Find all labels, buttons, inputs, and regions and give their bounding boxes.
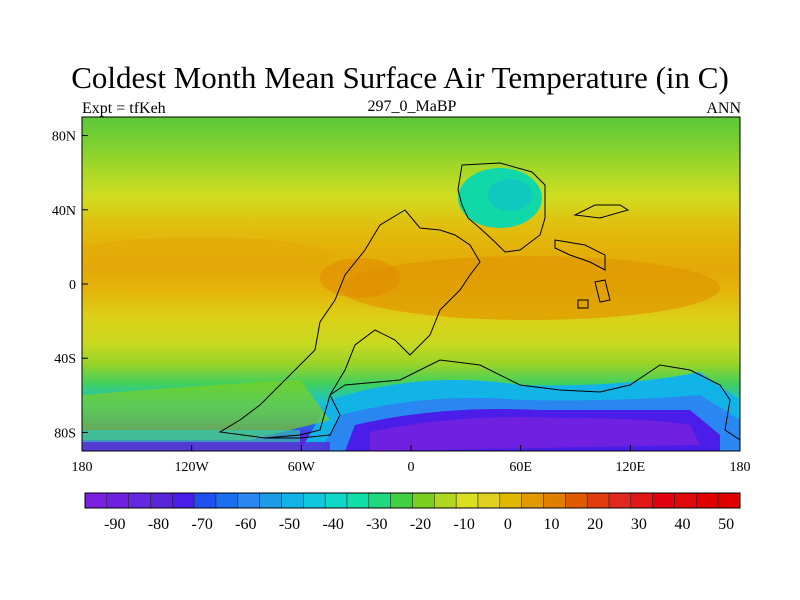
lat-tick-label-4: 80S bbox=[54, 426, 76, 441]
colorbar-swatch-12 bbox=[346, 492, 370, 509]
colorbar-swatch-19 bbox=[499, 492, 522, 509]
lat-tick-label-1: 40N bbox=[52, 204, 76, 219]
time-label: 297_0_MaBP bbox=[367, 98, 457, 115]
colorbar-label-7: -20 bbox=[410, 516, 431, 533]
colorbar-swatch-21 bbox=[543, 492, 566, 509]
colorbar-swatch-13 bbox=[368, 492, 391, 509]
colorbar-swatch-9 bbox=[281, 492, 304, 509]
colorbar bbox=[84, 492, 741, 509]
colorbar-swatch-16 bbox=[434, 492, 457, 509]
colorbar-swatch-28 bbox=[696, 492, 719, 509]
lon-tick-label-2: 60W bbox=[288, 460, 316, 475]
colorbar-label-0: -90 bbox=[104, 516, 125, 533]
colorbar-label-14: 50 bbox=[718, 516, 734, 533]
lon-tick-label-1: 120W bbox=[175, 460, 210, 475]
colorbar-labels: -90 -80 -70 -60 -50 -40 -30 -20 -10 0 10 20 30 40 50 bbox=[104, 516, 734, 533]
colorbar-swatch-25 bbox=[630, 492, 653, 509]
lat-tick-label-2: 0 bbox=[69, 278, 76, 293]
colorbar-label-11: 20 bbox=[587, 516, 603, 533]
lon-tick-label-4: 60E bbox=[509, 460, 532, 475]
latitude-axis: 80N 40N 0 40S 80S bbox=[52, 130, 88, 441]
colorbar-swatch-6 bbox=[215, 492, 239, 509]
lat-tick-label-0: 80N bbox=[52, 130, 76, 145]
colorbar-swatch-11 bbox=[324, 492, 348, 509]
colorbar-label-12: 30 bbox=[631, 516, 647, 533]
colorbar-swatch-22 bbox=[565, 492, 588, 509]
colorbar-label-2: -70 bbox=[192, 516, 213, 533]
lon-tick-label-6: 180 bbox=[730, 460, 751, 475]
colorbar-label-3: -60 bbox=[235, 516, 256, 533]
lon-tick-label-0: 180 bbox=[72, 460, 93, 475]
longitude-axis: 180 120W 60W 0 60E 120E 180 bbox=[72, 445, 751, 475]
colorbar-swatch-2 bbox=[128, 492, 151, 509]
colorbar-swatch-24 bbox=[608, 492, 632, 509]
colorbar-label-10: 10 bbox=[544, 516, 560, 533]
colorbar-label-1: -80 bbox=[148, 516, 169, 533]
map-title: Coldest Month Mean Surface Air Temperatu… bbox=[71, 60, 729, 95]
colorbar-swatch-27 bbox=[674, 492, 697, 509]
experiment-label: Expt = tfKeh bbox=[82, 100, 166, 117]
colorbar-swatch-10 bbox=[303, 492, 326, 509]
colorbar-label-13: 40 bbox=[675, 516, 691, 533]
colorbar-swatch-23 bbox=[586, 492, 610, 509]
colorbar-label-9: 0 bbox=[504, 516, 512, 533]
colorbar-label-5: -40 bbox=[323, 516, 344, 533]
colorbar-frame bbox=[84, 492, 741, 509]
temperature-field bbox=[82, 117, 740, 451]
colorbar-label-8: -10 bbox=[454, 516, 475, 533]
colorbar-swatch-3 bbox=[150, 492, 173, 509]
coastlines bbox=[218, 162, 741, 441]
colorbar-swatch-7 bbox=[237, 492, 260, 509]
colorbar-swatch-18 bbox=[477, 492, 501, 509]
colorbar-swatch-8 bbox=[259, 492, 282, 509]
colorbar-swatch-17 bbox=[455, 492, 479, 509]
lon-tick-label-3: 0 bbox=[408, 460, 415, 475]
colorbar-swatch-29 bbox=[717, 492, 741, 509]
season-label: ANN bbox=[706, 100, 741, 117]
colorbar-swatch-0 bbox=[84, 492, 108, 509]
colorbar-swatch-5 bbox=[193, 492, 217, 509]
colorbar-swatch-1 bbox=[106, 492, 129, 509]
lat-tick-label-3: 40S bbox=[54, 352, 76, 367]
colorbar-swatch-15 bbox=[412, 492, 435, 509]
colorbar-swatch-26 bbox=[652, 492, 675, 509]
colorbar-swatch-20 bbox=[521, 492, 544, 509]
colorbar-swatch-4 bbox=[172, 492, 195, 509]
colorbar-swatch-14 bbox=[390, 492, 413, 509]
colorbar-label-6: -30 bbox=[366, 516, 387, 533]
colorbar-label-4: -50 bbox=[279, 516, 300, 533]
lon-tick-label-5: 120E bbox=[616, 460, 646, 475]
